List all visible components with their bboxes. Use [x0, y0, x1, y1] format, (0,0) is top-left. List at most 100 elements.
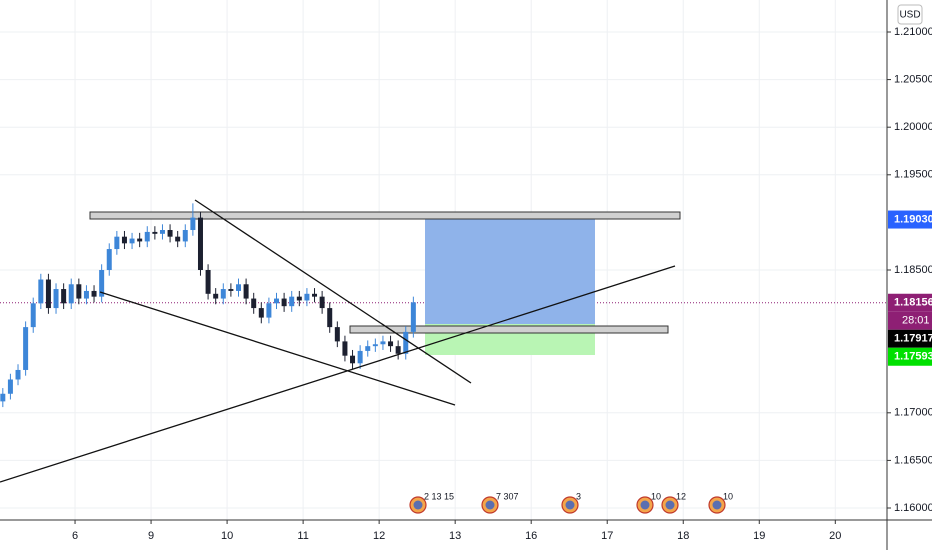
price-marker: [888, 210, 932, 229]
event-label: 3: [576, 491, 581, 501]
candle-body: [274, 298, 280, 304]
x-tick-label: 6: [72, 530, 78, 542]
candle-body: [342, 341, 348, 356]
target-zone: [425, 219, 595, 324]
x-tick-label: 9: [148, 530, 154, 542]
currency-button[interactable]: [897, 4, 923, 25]
candle-body: [190, 217, 196, 231]
y-tick-label: 1.20000: [894, 121, 932, 133]
candle-body: [327, 308, 333, 328]
events: 2 13 15 7 307 3 10 12 10: [409, 491, 733, 514]
trendline: [0, 265, 676, 483]
resistance-box: [89, 211, 681, 220]
candle-body: [137, 238, 143, 242]
price-marker-label: 1.17917: [894, 333, 932, 345]
event-icon-inner: [640, 500, 650, 510]
candle-body: [167, 230, 173, 237]
candle-body: [182, 230, 188, 242]
candle-body: [68, 284, 74, 304]
event-label: 7 307: [496, 491, 519, 501]
candle-body: [129, 238, 135, 244]
time-axis: [0, 520, 932, 550]
price-axis: [887, 0, 932, 550]
candle-body: [205, 269, 211, 294]
x-tick-label: 16: [525, 530, 537, 542]
price-marker-label: 1.17593: [894, 351, 932, 363]
y-tick-label: 1.17000: [894, 407, 932, 419]
event-icon-inner: [712, 500, 722, 510]
candle-body: [403, 331, 409, 354]
trendline: [99, 291, 456, 406]
candle-body: [53, 289, 59, 309]
candle-body: [15, 369, 21, 380]
x-tick-label: 18: [677, 530, 689, 542]
candle-body: [334, 327, 340, 342]
candle-body: [312, 293, 318, 297]
candle-body: [91, 290, 97, 297]
price-marker-label: 1.18156: [894, 297, 932, 309]
candle-body: [45, 279, 51, 309]
price-marker: [888, 329, 932, 348]
candle-body: [228, 289, 234, 291]
candle-body: [121, 236, 127, 244]
candle-body: [289, 296, 295, 307]
price-marker-label: 1.19030: [894, 213, 932, 225]
x-tick-label: 11: [297, 530, 308, 542]
y-tick-label: 1.18500: [894, 264, 932, 276]
candle-body: [76, 284, 82, 299]
candle-body: [83, 290, 89, 299]
event-icon-inner: [565, 500, 575, 510]
candle-body: [235, 284, 241, 291]
x-tick-label: 19: [753, 530, 765, 542]
candle-body: [38, 279, 44, 304]
candle-body: [365, 346, 371, 351]
candle-body: [23, 327, 29, 370]
y-tick-label: 1.20500: [894, 73, 932, 85]
candle-body: [197, 217, 203, 270]
candle-body: [243, 284, 249, 299]
candle-body: [114, 236, 120, 250]
support-box: [349, 325, 669, 334]
candle-body: [380, 341, 386, 345]
x-tick-label: 10: [221, 530, 233, 542]
candle-body: [175, 236, 181, 242]
candle-body: [61, 289, 67, 304]
candle-body: [372, 344, 378, 347]
event-label: 12: [676, 491, 686, 501]
x-tick-label: 17: [601, 530, 613, 542]
candle-body: [296, 296, 302, 301]
candle-body: [0, 393, 6, 402]
candle-body: [258, 308, 264, 318]
event-icon-inner: [413, 500, 423, 510]
candle-body: [281, 298, 287, 307]
y-tick-label: 1.21000: [894, 26, 932, 38]
trendline: [194, 199, 472, 384]
candle-body: [7, 379, 13, 394]
event-label: 2 13 15: [424, 491, 454, 501]
x-tick-label: 13: [449, 530, 461, 542]
candle-body: [357, 350, 363, 364]
y-tick-label: 1.16000: [894, 502, 932, 514]
event-icon-inner: [485, 500, 495, 510]
candle-body: [350, 355, 356, 364]
candle-body: [30, 303, 36, 328]
countdown-label: 28:01: [902, 315, 930, 327]
candle-body: [144, 231, 150, 242]
candle-body: [213, 293, 219, 299]
candle-body: [319, 296, 325, 309]
x-tick-label: 20: [829, 530, 841, 542]
candle-body: [152, 231, 158, 234]
currency-label: USD: [899, 10, 920, 21]
candle-body: [220, 289, 226, 299]
candle-body: [99, 269, 105, 297]
candle-body: [266, 303, 272, 318]
candle-body: [106, 249, 112, 270]
y-tick-label: 1.16500: [894, 454, 932, 466]
countdown-box: [888, 311, 932, 330]
axis-labels: 1.21000 1.20500 1.20000 1.19500 1.18500 1.170…: [72, 26, 932, 542]
event-label: 10: [651, 491, 661, 501]
candle-body: [388, 341, 394, 347]
candle-body: [410, 302, 416, 332]
event-label: 10: [723, 491, 733, 501]
y-tick-label: 1.19500: [894, 169, 932, 181]
